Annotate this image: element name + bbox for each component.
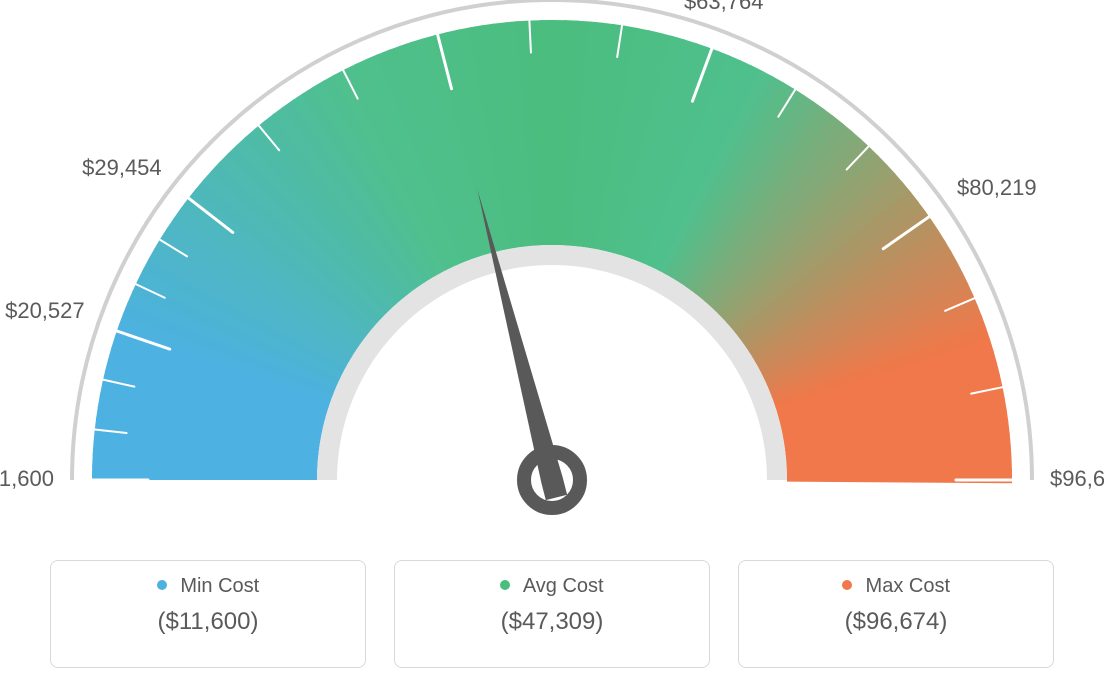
max-cost-title: Max Cost: [749, 575, 1043, 598]
gauge-svg: $11,600$20,527$29,454$47,309$63,764$80,2…: [0, 0, 1104, 550]
gauge-tick-label: $96,674: [1050, 466, 1104, 491]
min-cost-value: ($11,600): [61, 608, 355, 636]
max-cost-card: Max Cost ($96,674): [738, 560, 1054, 668]
max-cost-title-text: Max Cost: [866, 575, 950, 597]
gauge-tick-label: $80,219: [957, 175, 1037, 200]
avg-cost-value: ($47,309): [405, 608, 699, 636]
gauge-tick-label: $29,454: [82, 155, 162, 180]
cost-cards-row: Min Cost ($11,600) Avg Cost ($47,309) Ma…: [50, 560, 1054, 668]
min-cost-title-text: Min Cost: [180, 575, 259, 597]
gauge-tick-label: $63,764: [684, 0, 764, 14]
avg-cost-title-text: Avg Cost: [523, 575, 604, 597]
max-cost-value: ($96,674): [749, 608, 1043, 636]
max-cost-bullet: [842, 580, 852, 590]
avg-cost-title: Avg Cost: [405, 575, 699, 598]
min-cost-bullet: [157, 580, 167, 590]
gauge-tick-label: $20,527: [5, 298, 85, 323]
avg-cost-bullet: [500, 580, 510, 590]
gauge-tick-label: $11,600: [0, 466, 54, 491]
avg-cost-card: Avg Cost ($47,309): [394, 560, 710, 668]
gauge-container: $11,600$20,527$29,454$47,309$63,764$80,2…: [0, 0, 1104, 550]
min-cost-title: Min Cost: [61, 575, 355, 598]
min-cost-card: Min Cost ($11,600): [50, 560, 366, 668]
